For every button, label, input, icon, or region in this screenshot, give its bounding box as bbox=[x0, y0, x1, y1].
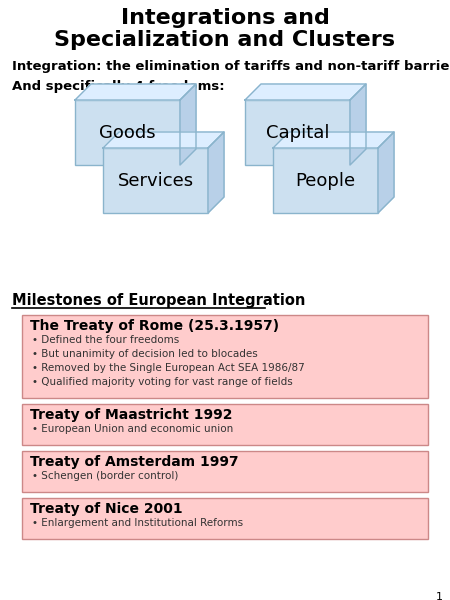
Text: Treaty of Nice 2001: Treaty of Nice 2001 bbox=[30, 502, 183, 516]
Text: • Qualified majority voting for vast range of fields: • Qualified majority voting for vast ran… bbox=[32, 377, 293, 387]
FancyBboxPatch shape bbox=[22, 404, 428, 445]
FancyBboxPatch shape bbox=[22, 315, 428, 398]
Text: People: People bbox=[296, 172, 356, 190]
Polygon shape bbox=[378, 132, 394, 213]
FancyBboxPatch shape bbox=[22, 498, 428, 539]
Polygon shape bbox=[273, 132, 394, 148]
Text: Capital: Capital bbox=[266, 124, 329, 142]
Text: Integrations and: Integrations and bbox=[121, 8, 329, 28]
Text: • European Union and economic union: • European Union and economic union bbox=[32, 424, 233, 434]
Text: Integration: the elimination of tariffs and non-tariff barriers: Integration: the elimination of tariffs … bbox=[12, 60, 450, 73]
Text: • But unanimity of decision led to blocades: • But unanimity of decision led to bloca… bbox=[32, 349, 258, 359]
FancyBboxPatch shape bbox=[75, 100, 180, 165]
Text: The Treaty of Rome (25.3.1957): The Treaty of Rome (25.3.1957) bbox=[30, 319, 279, 333]
Text: Goods: Goods bbox=[99, 124, 156, 142]
Polygon shape bbox=[180, 84, 196, 165]
Polygon shape bbox=[208, 132, 224, 213]
FancyBboxPatch shape bbox=[103, 148, 208, 213]
Text: • Enlargement and Institutional Reforms: • Enlargement and Institutional Reforms bbox=[32, 518, 243, 528]
Text: 1: 1 bbox=[436, 592, 443, 600]
Text: Milestones of European Integration: Milestones of European Integration bbox=[12, 293, 306, 308]
Text: • Defined the four freedoms: • Defined the four freedoms bbox=[32, 335, 179, 345]
Text: Treaty of Amsterdam 1997: Treaty of Amsterdam 1997 bbox=[30, 455, 239, 469]
Text: Services: Services bbox=[117, 172, 194, 190]
FancyBboxPatch shape bbox=[273, 148, 378, 213]
Polygon shape bbox=[75, 84, 196, 100]
FancyBboxPatch shape bbox=[22, 451, 428, 492]
Polygon shape bbox=[350, 84, 366, 165]
Text: • Schengen (border control): • Schengen (border control) bbox=[32, 471, 178, 481]
Text: Treaty of Maastricht 1992: Treaty of Maastricht 1992 bbox=[30, 408, 233, 422]
Polygon shape bbox=[245, 84, 366, 100]
Text: • Removed by the Single European Act SEA 1986/87: • Removed by the Single European Act SEA… bbox=[32, 363, 305, 373]
Polygon shape bbox=[103, 132, 224, 148]
Text: And specifically 4 freedoms:: And specifically 4 freedoms: bbox=[12, 80, 225, 93]
Text: Specialization and Clusters: Specialization and Clusters bbox=[54, 30, 396, 50]
FancyBboxPatch shape bbox=[245, 100, 350, 165]
